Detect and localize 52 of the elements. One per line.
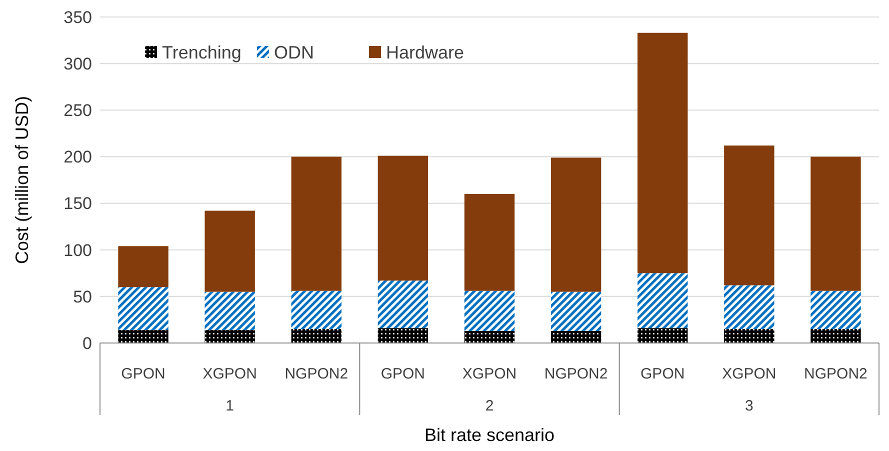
bar xyxy=(464,194,515,291)
x-tick-label: GPON xyxy=(121,365,166,382)
bar xyxy=(550,330,602,343)
y-tick-label: 50 xyxy=(73,287,92,306)
bar xyxy=(291,329,342,343)
y-tick-label: 150 xyxy=(64,194,92,214)
bar xyxy=(724,329,774,343)
bar xyxy=(638,273,688,328)
bar xyxy=(204,330,255,343)
x-tick-label: XGPON xyxy=(462,365,517,382)
legend-label: Hardware xyxy=(386,42,464,62)
text: 1 xyxy=(226,397,234,414)
bar xyxy=(550,158,602,292)
x-axis-title: Bit rate scenario xyxy=(424,425,555,445)
bar xyxy=(638,32,688,274)
x-tick-label: XGPON xyxy=(202,365,257,382)
legend-label: Trenching xyxy=(162,42,242,62)
bar xyxy=(291,290,342,330)
x-tick-label: GPON xyxy=(380,365,426,382)
y-tick-label: 100 xyxy=(64,240,92,260)
bar xyxy=(724,285,774,330)
bar xyxy=(378,156,428,281)
bar xyxy=(810,156,861,291)
x-tick-label: NGPON2 xyxy=(804,365,868,382)
bar xyxy=(291,156,342,291)
y-axis-title: Cost (million of USD) xyxy=(12,96,32,264)
bar xyxy=(810,329,861,343)
x-tick-label: NGPON2 xyxy=(284,365,348,382)
y-tick-label: 350 xyxy=(64,8,92,27)
bar xyxy=(118,246,168,288)
y-tick-label: 250 xyxy=(64,101,92,120)
bar xyxy=(810,290,861,330)
x-tick-label: NGPON2 xyxy=(544,365,608,382)
y-tick-label: 0 xyxy=(82,334,92,353)
y-tick-label: 300 xyxy=(64,54,92,74)
bar xyxy=(204,210,255,292)
bar xyxy=(118,330,168,343)
text: 3 xyxy=(744,397,754,414)
bar xyxy=(204,292,255,330)
x-tick-label: XGPON xyxy=(722,365,776,382)
bar xyxy=(378,280,428,328)
legend-label: ODN xyxy=(274,42,314,62)
bar xyxy=(464,290,515,331)
bar xyxy=(638,328,688,343)
bar xyxy=(550,292,602,331)
text: 2 xyxy=(485,397,494,414)
x-tick-label: GPON xyxy=(640,365,685,382)
y-tick-label: 200 xyxy=(64,148,92,167)
bar xyxy=(724,146,774,286)
bar xyxy=(378,328,428,343)
bar xyxy=(464,330,515,343)
bar xyxy=(118,287,168,330)
